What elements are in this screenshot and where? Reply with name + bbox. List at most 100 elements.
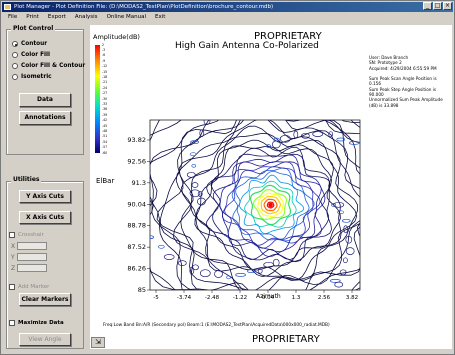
contour-ring: [210, 153, 331, 261]
info-line: (dB) is 33.898: [369, 102, 399, 108]
sidelobe-contour: [186, 171, 196, 178]
sidelobe-contour: [150, 235, 155, 240]
colorbar-tick: -15: [102, 69, 108, 74]
colorbar-tick: -60: [102, 150, 108, 155]
colorbar-tick: -33: [102, 101, 108, 106]
clear-markers-button[interactable]: Clear Markers: [19, 293, 71, 306]
maximize-data-label: Maximize Data: [18, 320, 64, 326]
radio-dot: [12, 52, 18, 58]
x-axis-cuts-button[interactable]: X Axis Cuts: [19, 211, 71, 224]
sidelobe-contour: [327, 291, 331, 294]
sidelobe-contour: [372, 154, 380, 161]
contour-ring: [252, 188, 287, 220]
info-line: Sum Peak Step Angle Position is: [369, 86, 437, 92]
contour-ring: [150, 120, 360, 290]
info-line: 0.156: [369, 81, 381, 87]
sidelobe-contour: [199, 269, 211, 278]
header-proprietary: PROPRIETARY: [254, 31, 322, 42]
x-tick-label: 1.3: [292, 295, 301, 301]
utilities-group: [6, 181, 84, 349]
colorbar-tick: -48: [102, 128, 108, 133]
sidelobe-contour: [189, 266, 195, 275]
menu-file[interactable]: File: [8, 14, 18, 20]
radio-color-fill[interactable]: Color Fill: [12, 52, 50, 58]
sidelobe-contour: [163, 254, 175, 260]
y-tick-label: 88.78: [127, 222, 146, 230]
info-line: User: Dave Branch: [369, 55, 409, 60]
colorbar-label: Amplitude(dB): [93, 33, 140, 41]
menu-export[interactable]: Export: [47, 14, 66, 20]
menu-print[interactable]: Print: [26, 14, 39, 20]
sidelobe-contour: [339, 269, 347, 276]
sidelobe-contour: [348, 141, 360, 145]
sidelobe-contour: [333, 201, 345, 208]
contour-ring: [263, 198, 278, 212]
maximize-button[interactable]: □: [433, 2, 442, 10]
y-value-field[interactable]: [17, 253, 47, 261]
data-button[interactable]: Data: [19, 93, 71, 107]
info-line: 90.000: [369, 92, 384, 98]
colorbar-tick: -21: [102, 80, 108, 85]
y-axis-label: ElBar: [96, 177, 115, 185]
title-bar: Plot Manager - Plot Definition File: (D:…: [2, 2, 453, 12]
checkbox-box: [9, 284, 15, 290]
menu-bar: File Print Export Analysis Online Manual…: [2, 13, 453, 22]
crosshair-checkbox[interactable]: Crosshair: [9, 232, 44, 238]
y-tick-label: 91.3: [132, 179, 146, 187]
colorbar-tick: -36: [102, 107, 108, 112]
menu-analysis[interactable]: Analysis: [74, 14, 98, 20]
contour-ring: [205, 146, 332, 263]
radio-color-fill-contour[interactable]: Color Fill & Contour: [12, 63, 85, 69]
sidelobe-contour: [266, 144, 271, 148]
minimize-button[interactable]: _: [423, 2, 432, 10]
sidelobe-contour: [189, 189, 201, 198]
menu-online-manual[interactable]: Online Manual: [106, 14, 147, 20]
x-tick-label: 0.04: [262, 295, 275, 301]
radio-isometric[interactable]: Isometric: [12, 74, 52, 80]
contour-lines: [150, 86, 408, 294]
contour-ring: [150, 120, 360, 290]
sidelobe-contour: [345, 247, 355, 255]
peak-marker: [268, 202, 273, 208]
x-value-field[interactable]: [17, 242, 47, 250]
app-icon: [4, 4, 11, 10]
radio-contour[interactable]: Contour: [12, 41, 47, 47]
sidelobe-contour: [400, 189, 408, 194]
x-tick-label: -5: [153, 295, 159, 301]
sidelobe-contour: [334, 281, 344, 288]
radio-isometric-label: Isometric: [21, 74, 52, 80]
sidelobe-contour: [343, 225, 349, 234]
close-button[interactable]: ×: [443, 2, 452, 10]
sidelobe-contour: [336, 137, 346, 142]
menu-exit[interactable]: Exit: [155, 14, 166, 20]
sidelobe-contour: [190, 140, 199, 144]
sidelobe-contour: [191, 163, 197, 168]
contour-ring: [257, 192, 284, 218]
view-angle-button[interactable]: View Angle: [19, 333, 71, 346]
plot-area: 2 -3 -6 -9 -12 -15 -18 -21 -24 -27 -30 -33 -36 -39 -42…: [90, 25, 452, 349]
info-panel: User: Dave Branch SN: Prototype 2 Acquired…: [369, 55, 447, 108]
x-label: X: [11, 243, 16, 250]
window-title: Plot Manager - Plot Definition File: (D:…: [14, 4, 274, 10]
annotations-button[interactable]: Annotations: [19, 111, 71, 125]
sidelobe-contour: [247, 269, 256, 273]
sidelobe-contour: [273, 137, 280, 142]
sidelobe-contour: [214, 270, 223, 278]
contour-ring: [224, 166, 314, 246]
export-icon[interactable]: ⇲: [91, 337, 105, 348]
sidelobe-contour: [247, 86, 257, 89]
contour-plot[interactable]: 93.82 92.56 91.3 90.04 88.78 87.52 86.26 85 -5 -3…: [90, 25, 452, 349]
utilities-title: Utilities: [11, 176, 42, 183]
add-marker-label: Add Marker: [18, 284, 50, 290]
sidelobe-contour: [359, 150, 360, 152]
sidelobe-contour: [329, 279, 341, 283]
y-tick-label: 92.56: [127, 157, 146, 165]
checkbox-box: [9, 320, 15, 326]
z-value-field[interactable]: [17, 264, 47, 272]
sidelobe-contour: [391, 176, 397, 181]
add-marker-checkbox[interactable]: Add Marker: [9, 284, 49, 290]
y-label: Y: [11, 254, 15, 261]
y-axis-cuts-button[interactable]: Y Axis Cuts: [19, 190, 71, 203]
y-tick-label: 85: [138, 286, 146, 294]
maximize-data-checkbox[interactable]: Maximize Data: [9, 320, 64, 326]
